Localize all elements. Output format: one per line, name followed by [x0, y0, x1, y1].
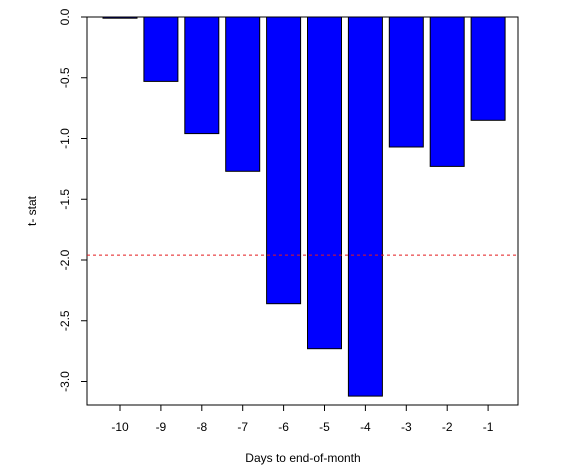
bars-group: [102, 16, 506, 397]
x-tick-label: -7: [237, 420, 248, 434]
bar--1: [470, 16, 506, 121]
y-tick-label: 0.0: [58, 8, 72, 25]
y-tick-label: -2.0: [58, 249, 72, 270]
y-axis-label: t- stat: [25, 195, 39, 226]
x-tick-label: -5: [319, 420, 330, 434]
bar--9: [143, 16, 179, 82]
y-tick-label: -1.5: [58, 189, 72, 210]
bar--7: [225, 16, 261, 172]
y-axis: 0.0 -0.5 -1.0 -1.5 -2.0 -2.5 -3.0: [58, 8, 87, 392]
bar--10: [102, 16, 138, 19]
y-tick-label: -2.5: [58, 310, 72, 331]
x-tick-label: -9: [156, 420, 167, 434]
x-tick-label: -6: [278, 420, 289, 434]
y-tick-label: -1.0: [58, 128, 72, 149]
y-tick-label: -0.5: [58, 67, 72, 88]
bar--4: [347, 16, 383, 397]
x-tick-label: -3: [401, 420, 412, 434]
x-tick-label: -8: [196, 420, 207, 434]
x-tick-label: -2: [442, 420, 453, 434]
bar--3: [388, 16, 424, 148]
bar--5: [307, 16, 342, 350]
x-tick-label: -4: [360, 420, 371, 434]
bar--2: [429, 16, 465, 167]
bar--8: [184, 16, 220, 135]
plot-area-frame: [86, 16, 519, 406]
x-axis: -10 -9 -8 -7 -6 -5 -4 -3 -2 -1: [111, 405, 494, 434]
bar--6: [266, 16, 302, 305]
x-tick-label: -1: [483, 420, 494, 434]
x-tick-label: -10: [111, 420, 129, 434]
x-axis-label: Days to end-of-month: [245, 451, 360, 465]
y-tick-label: -3.0: [58, 371, 72, 392]
